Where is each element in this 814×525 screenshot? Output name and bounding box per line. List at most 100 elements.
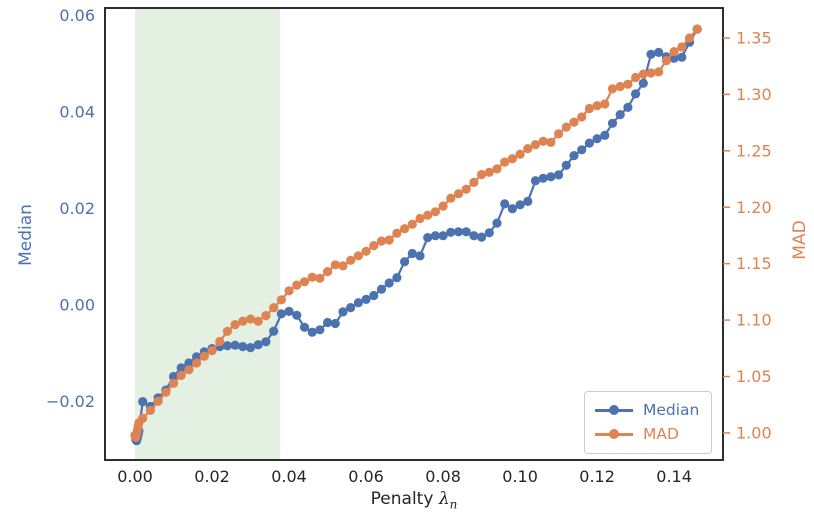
median-marker: [138, 397, 148, 407]
mad-marker: [292, 280, 302, 290]
median-dot-icon: [609, 405, 619, 415]
mad-marker: [392, 228, 402, 238]
mad-marker: [199, 351, 209, 361]
left-y-tick-label: −0.02: [46, 392, 95, 411]
median-marker: [423, 233, 433, 243]
mad-marker: [307, 272, 317, 282]
mad-marker: [269, 303, 279, 313]
median-marker: [546, 172, 556, 182]
median-marker: [484, 228, 494, 238]
mad-marker: [284, 286, 294, 296]
median-marker: [607, 118, 618, 128]
median-marker: [646, 49, 656, 59]
x-axis-label: Penalty λn: [105, 489, 723, 511]
median-marker: [430, 231, 440, 241]
right-y-tick-label: 1.20: [736, 198, 772, 217]
mad-marker: [669, 47, 679, 57]
mad-marker: [523, 144, 533, 154]
median-marker: [361, 294, 371, 304]
y-axis-label-right: MAD: [790, 220, 810, 260]
mad-marker: [577, 112, 587, 122]
right-y-tick-label: 1.00: [736, 423, 772, 442]
median-marker: [523, 196, 533, 206]
mad-marker: [453, 189, 464, 199]
median-marker: [507, 204, 517, 214]
mad-marker: [192, 358, 202, 368]
legend-item-median: Median: [595, 398, 701, 422]
mad-marker: [477, 169, 487, 180]
mad-marker: [546, 137, 556, 147]
median-marker: [569, 151, 579, 161]
left-y-tick-label: 0.02: [59, 199, 95, 218]
median-marker: [276, 309, 286, 319]
median-marker: [577, 145, 587, 155]
mad-marker: [245, 314, 256, 324]
legend: Median MAD: [584, 391, 712, 454]
median-marker: [623, 102, 633, 112]
mad-marker: [407, 219, 417, 229]
median-marker: [353, 298, 363, 308]
median-marker: [176, 363, 186, 373]
mad-marker: [561, 122, 571, 132]
right-y-tick-label: 1.35: [736, 29, 772, 48]
median-marker: [238, 342, 248, 352]
median-marker: [461, 227, 471, 237]
median-marker: [184, 358, 194, 368]
x-tick-label: 0.06: [348, 467, 384, 486]
mad-marker: [461, 184, 471, 194]
axes-frame: [104, 7, 724, 461]
lambda-subscript: n: [449, 497, 458, 512]
median-marker: [253, 340, 263, 350]
median-marker: [492, 218, 502, 228]
mad-marker: [346, 255, 356, 265]
median-marker: [584, 138, 595, 148]
median-marker: [469, 231, 479, 241]
median-marker: [530, 176, 541, 186]
mad-marker: [569, 117, 579, 127]
median-marker: [554, 170, 564, 180]
median-marker: [515, 200, 525, 210]
mad-marker: [646, 68, 656, 78]
median-marker: [384, 278, 394, 288]
lambda-symbol: λ: [438, 489, 450, 509]
median-marker: [284, 306, 294, 316]
mad-marker: [215, 336, 225, 347]
mad-marker: [430, 207, 440, 217]
median-marker: [638, 78, 648, 88]
left-y-tick-label: 0.06: [59, 6, 95, 25]
median-marker: [369, 290, 379, 301]
mad-marker: [276, 295, 286, 305]
median-marker: [168, 371, 179, 382]
mad-marker: [299, 277, 310, 287]
mad-marker: [423, 210, 433, 220]
mad-marker: [638, 69, 648, 79]
mad-marker: [538, 136, 548, 146]
mad-marker: [446, 193, 456, 203]
mad-marker: [353, 251, 363, 261]
mad-marker: [469, 177, 479, 187]
mad-marker: [376, 236, 387, 246]
mad-marker: [369, 241, 379, 251]
mad-marker: [484, 167, 494, 177]
median-marker: [538, 173, 548, 183]
median-marker: [307, 327, 317, 337]
y-axis-label-left: Median: [16, 204, 36, 266]
right-y-tick-label: 1.05: [736, 367, 772, 386]
median-marker: [654, 47, 664, 58]
mad-marker: [600, 99, 610, 109]
median-marker: [600, 130, 610, 140]
legend-label-mad: MAD: [643, 425, 679, 443]
mad-dot-icon: [609, 429, 619, 439]
median-marker: [245, 343, 256, 353]
median-marker: [438, 231, 448, 241]
mad-marker: [168, 378, 179, 388]
mad-marker: [584, 103, 595, 114]
right-y-tick-label: 1.10: [736, 311, 772, 330]
mad-marker: [615, 81, 625, 92]
legend-label-median: Median: [643, 401, 700, 419]
median-marker: [376, 284, 387, 294]
mad-marker: [145, 405, 155, 415]
x-tick-label: 0.14: [656, 467, 692, 486]
mad-marker: [654, 67, 664, 77]
